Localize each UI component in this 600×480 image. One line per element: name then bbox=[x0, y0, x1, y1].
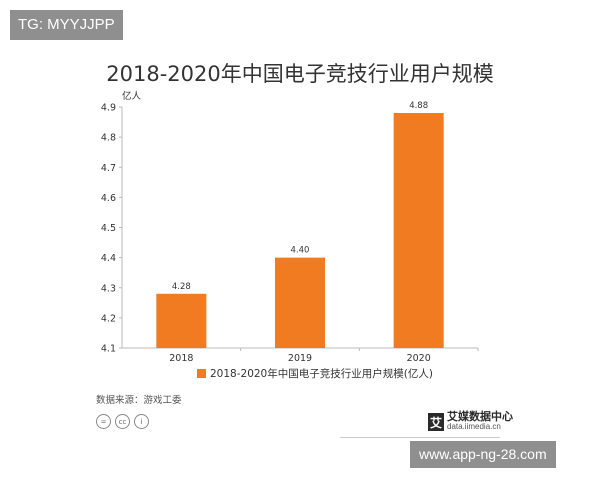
equal-icon: = bbox=[96, 414, 111, 429]
bar-value-label: 4.88 bbox=[409, 101, 428, 111]
chart-title: 2018-2020年中国电子竞技行业用户规模 bbox=[106, 62, 494, 86]
x-tick-label: 2020 bbox=[407, 353, 431, 364]
watermark-bottom: www.app-ng-28.com bbox=[410, 441, 556, 468]
license-icons: = cc i bbox=[96, 414, 149, 429]
y-tick-label: 4.4 bbox=[101, 253, 116, 264]
footer-divider bbox=[340, 437, 500, 438]
y-tick-label: 4.3 bbox=[101, 283, 116, 294]
bar-value-label: 4.28 bbox=[172, 282, 191, 292]
legend-label: 2018-2020年中国电子竞技行业用户规模(亿人) bbox=[210, 368, 433, 380]
y-tick-label: 4.2 bbox=[101, 313, 116, 324]
y-tick-label: 4.8 bbox=[101, 133, 116, 144]
data-source: 数据来源：游戏工委 bbox=[96, 395, 182, 406]
brand-logo: 艾 艾媒数据中心 data.iimedia.cn bbox=[428, 410, 513, 432]
y-tick-label: 4.6 bbox=[101, 193, 116, 204]
y-tick-label: 4.7 bbox=[101, 163, 116, 174]
brand-logo-icon: 艾 bbox=[428, 413, 444, 431]
brand-name: 艾媒数据中心 bbox=[447, 410, 513, 423]
bar bbox=[275, 257, 325, 348]
cc-icon: cc bbox=[115, 414, 130, 429]
y-tick-label: 4.9 bbox=[101, 103, 116, 114]
legend: 2018-2020年中国电子竞技行业用户规模(亿人) bbox=[197, 366, 433, 381]
bar bbox=[156, 293, 207, 348]
y-tick-label: 4.1 bbox=[101, 344, 116, 355]
x-tick-label: 2019 bbox=[288, 353, 312, 364]
legend-swatch bbox=[197, 369, 206, 378]
x-tick-label: 2018 bbox=[169, 353, 193, 364]
attribution-icon: i bbox=[134, 414, 149, 429]
bar-value-label: 4.40 bbox=[291, 246, 310, 256]
y-tick-label: 4.5 bbox=[101, 223, 116, 234]
bar bbox=[393, 113, 444, 349]
watermark-top: TG: MYYJJPP bbox=[10, 10, 123, 40]
y-axis-unit: 亿人 bbox=[122, 90, 142, 102]
brand-url: data.iimedia.cn bbox=[447, 422, 501, 431]
